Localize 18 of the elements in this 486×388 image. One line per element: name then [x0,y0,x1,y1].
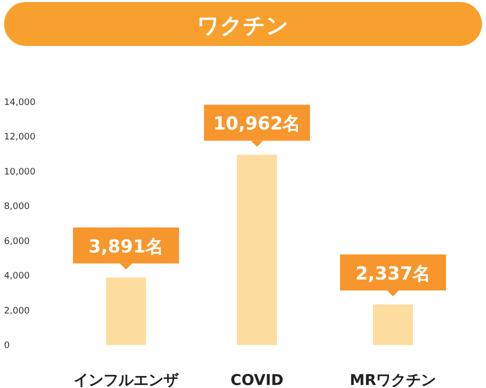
y-tick-label: 14,000 [4,98,36,108]
data-label: 3,891名 [88,236,164,258]
data-label: 2,337名 [356,263,430,284]
y-tick-label: 6,000 [4,236,30,247]
x-tick-label: MRワクチン [350,371,436,388]
y-tick-label: 10,000 [4,167,36,178]
y-tick-label: 12,000 [4,132,36,143]
callout: 3,891名 [73,227,179,270]
x-tick-label: インフルエンザ [74,371,180,388]
y-tick-label: 2,000 [4,306,30,316]
chart-title: ワクチン [197,14,289,39]
data-label: 10,962名 [213,114,301,135]
y-tick-label: 0 [4,341,10,351]
callout: 10,962名 [204,104,310,147]
x-tick-label: COVID [230,371,284,388]
y-tick-label: 4,000 [4,272,30,282]
y-tick-label: 8,000 [4,202,30,212]
callout: 2,337名 [340,254,446,296]
